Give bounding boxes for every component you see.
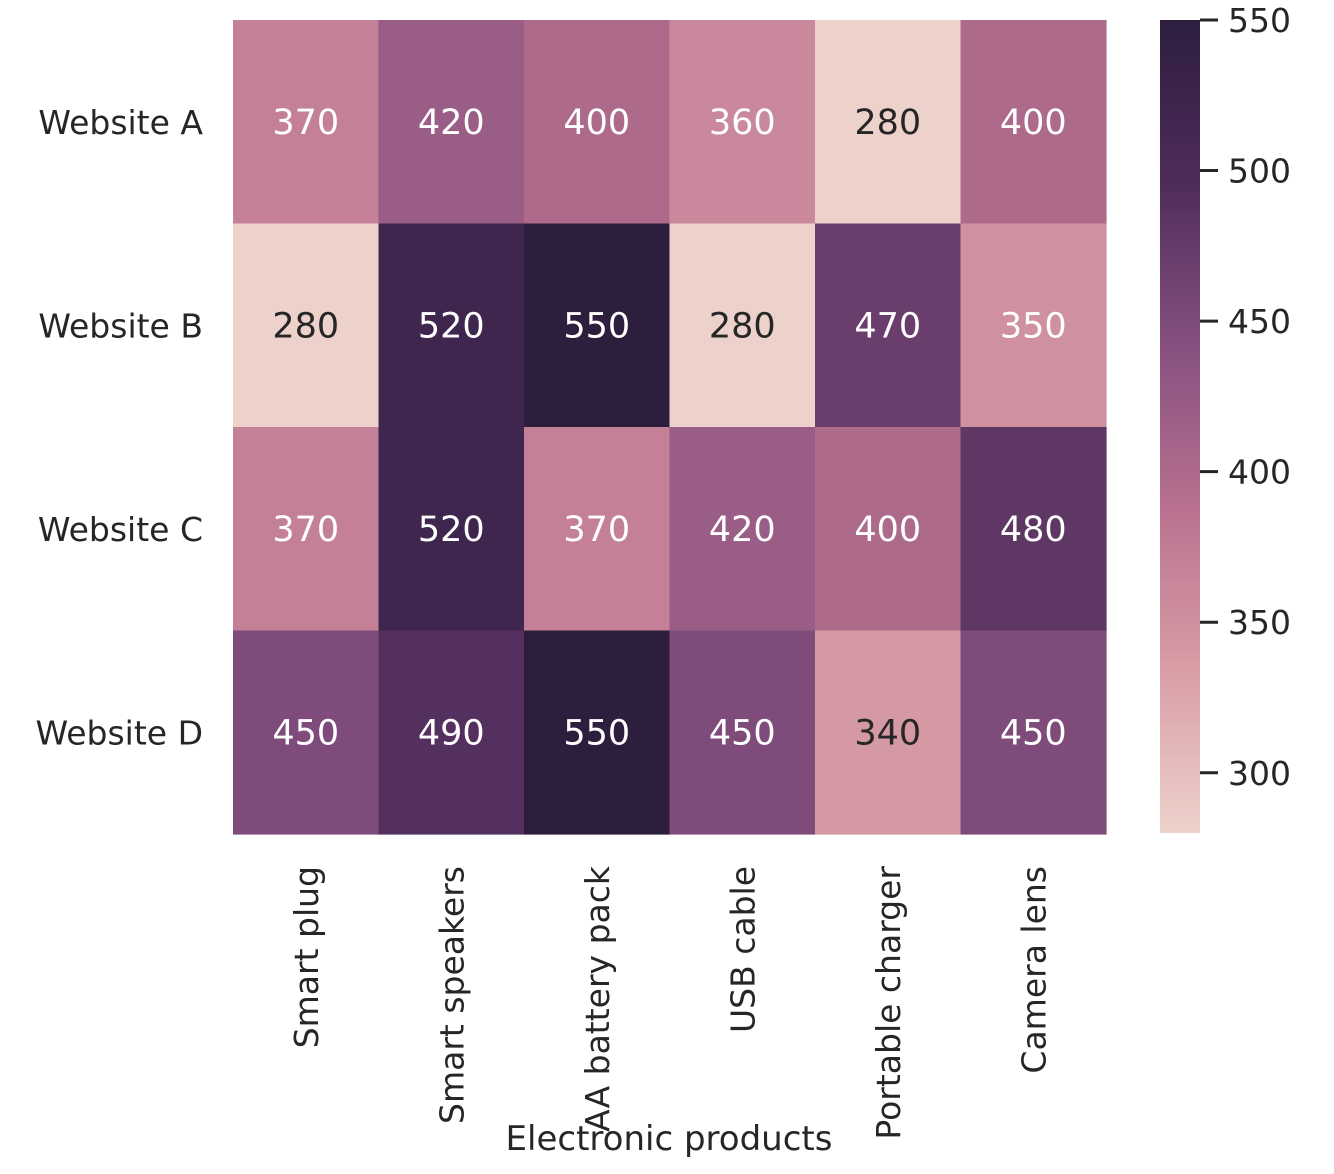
x-tick-label: Camera lens: [1014, 866, 1053, 1074]
cell-value-label: 470: [854, 306, 921, 346]
heatmap-cell: [815, 630, 962, 835]
cell-value-label: 360: [709, 103, 776, 143]
cell-value-label: 350: [1000, 306, 1067, 346]
cell-value-label: 400: [854, 510, 921, 550]
x-axis-tick-labels: Smart plug Smart speakers AA battery pack U…: [287, 865, 1054, 1140]
heatmap-cell: [378, 20, 525, 225]
cell-value-label: 450: [272, 713, 339, 753]
heatmap-cell: [524, 427, 671, 632]
x-tick-label: Portable charger: [869, 866, 908, 1140]
heatmap-cell: [815, 223, 962, 428]
cell-value-label: 280: [272, 306, 339, 346]
cell-value-label: 520: [418, 306, 485, 346]
y-tick-label: Website A: [38, 103, 203, 142]
cell-value-label: 490: [418, 713, 485, 753]
cell-value-label: 550: [563, 306, 630, 346]
colorbar: 300 350 400 450 500 550: [1160, 1, 1291, 833]
heatmap-cell: [960, 223, 1107, 428]
cell-value-label: 400: [563, 103, 630, 143]
cell-value-label: 520: [418, 510, 485, 550]
y-tick-label: Website B: [38, 306, 203, 345]
cell-value-label: 370: [272, 510, 339, 550]
heatmap-cells: [233, 20, 1107, 835]
cell-value-label: 370: [563, 510, 630, 550]
heatmap-cell: [960, 630, 1107, 835]
x-tick-label: Smart plug: [287, 866, 326, 1048]
heatmap-cell: [233, 20, 380, 225]
cell-value-label: 400: [1000, 103, 1067, 143]
cell-value-label: 550: [563, 713, 630, 753]
heatmap-cell: [669, 630, 816, 835]
colorbar-tick-label: 400: [1228, 453, 1291, 492]
cell-value-label: 420: [418, 103, 485, 143]
heatmap-cell: [524, 630, 671, 835]
heatmap-cell: [669, 223, 816, 428]
colorbar-gradient: [1160, 20, 1200, 833]
x-tick-label: USB cable: [723, 866, 762, 1033]
heatmap-cell: [815, 20, 962, 225]
heatmap-cell: [960, 427, 1107, 632]
y-tick-label: Website C: [38, 510, 203, 549]
cell-value-label: 480: [1000, 510, 1067, 550]
heatmap-cell: [233, 427, 380, 632]
heatmap-cell: [815, 427, 962, 632]
heatmap-cell: [960, 20, 1107, 225]
y-axis-tick-labels: Website A Website B Website C Website D: [36, 103, 204, 753]
cell-value-label: 450: [1000, 713, 1067, 753]
heatmap-cell: [524, 223, 671, 428]
heatmap-cell: [669, 427, 816, 632]
cell-annotations: 370 420 400 360 280 400 280 520 550 280 470 350 370 5…: [272, 103, 1066, 754]
cell-value-label: 450: [709, 713, 776, 753]
cell-value-label: 280: [854, 103, 921, 143]
colorbar-tick-label: 550: [1228, 1, 1291, 40]
heatmap-cell: [524, 20, 671, 225]
x-tick-label: Smart speakers: [432, 866, 471, 1124]
x-axis-label: Electronic products: [506, 1119, 833, 1159]
heatmap-cell: [233, 223, 380, 428]
cell-value-label: 370: [272, 103, 339, 143]
colorbar-tick-label: 500: [1228, 152, 1291, 191]
colorbar-tick-label: 450: [1228, 302, 1291, 341]
heatmap-cell: [669, 20, 816, 225]
cell-value-label: 420: [709, 510, 776, 550]
cell-value-label: 340: [854, 713, 921, 753]
heatmap-cell: [378, 427, 525, 632]
colorbar-tick-label: 300: [1228, 754, 1291, 793]
colorbar-tick-label: 350: [1228, 603, 1291, 642]
cell-value-label: 280: [709, 306, 776, 346]
heatmap-cell: [233, 630, 380, 835]
heatmap-cell: [378, 630, 525, 835]
x-tick-label: AA battery pack: [578, 865, 617, 1132]
heatmap-cell: [378, 223, 525, 428]
y-tick-label: Website D: [36, 713, 203, 752]
